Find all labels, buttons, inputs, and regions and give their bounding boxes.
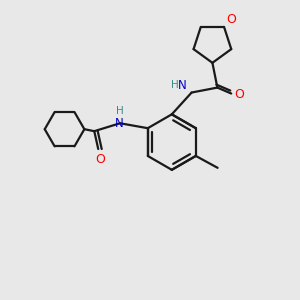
Text: H: H [171, 80, 179, 90]
Text: N: N [115, 117, 124, 130]
Text: O: O [234, 88, 244, 101]
Text: O: O [226, 13, 236, 26]
Text: N: N [178, 79, 187, 92]
Text: O: O [95, 153, 105, 166]
Text: H: H [116, 106, 124, 116]
